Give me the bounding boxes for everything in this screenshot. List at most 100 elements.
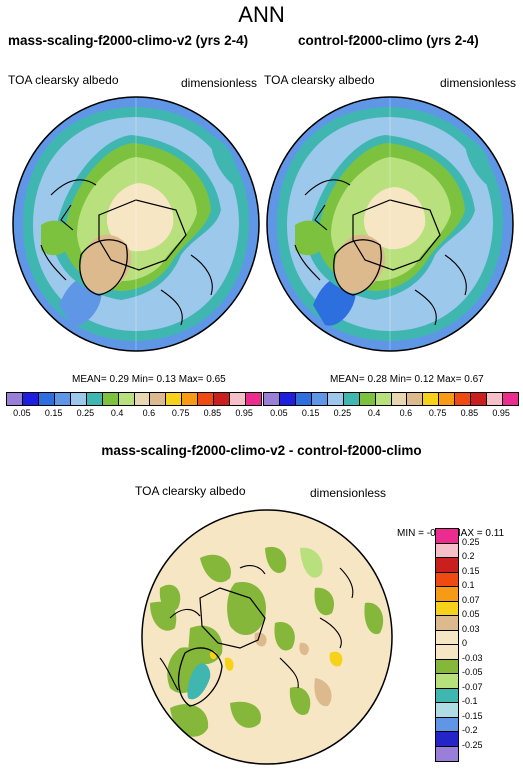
diff-colorbar-tick-label: -0.25 [462, 739, 483, 750]
colorbar-swatch [375, 393, 392, 405]
diff-polar-map [141, 509, 393, 765]
diff-colorbar-tick-label: -0.03 [462, 652, 483, 663]
diff-colorbar-swatch [436, 529, 458, 544]
diff-max-value: 0.11 [485, 528, 505, 539]
diff-colorbar-swatch [436, 732, 458, 747]
right-polar-map [266, 96, 514, 352]
left-mean-label: MEAN= [72, 374, 107, 385]
diff-colorbar-swatch [436, 543, 458, 558]
diff-colorbar-labels: 0.25 0.2 0.15 0.1 0.07 0.05 0.03 0 -0.03 -0.05 -0.… [462, 528, 512, 763]
colorbar-tick-label: 0.15 [44, 408, 63, 418]
left-min-label: Min= [131, 374, 154, 385]
diff-colorbar-tick-label: 0.25 [462, 536, 480, 547]
colorbar-swatch [455, 393, 472, 405]
diff-colorbar-swatch [436, 616, 458, 631]
diff-colorbar-swatch [436, 659, 458, 674]
colorbar-tick-label: 0.85 [460, 408, 479, 418]
diff-colorbar-tick-label: 0.07 [462, 594, 480, 605]
diff-colorbar [435, 528, 459, 762]
diff-colorbar-swatch [436, 572, 458, 587]
colorbar-swatch [86, 393, 103, 405]
diff-colorbar-swatch [436, 703, 458, 718]
diff-colorbar-swatch [436, 746, 458, 761]
diff-min-label: MIN = [397, 528, 424, 539]
left-variable-label: TOA clearsky albedo [8, 73, 119, 87]
diff-colorbar-swatch [436, 601, 458, 616]
colorbar-swatch [487, 393, 504, 405]
right-colorbar-labels: 0.05 0.15 0.25 0.4 0.6 0.75 0.85 0.95 [263, 408, 517, 420]
colorbar-swatch [407, 393, 424, 405]
colorbar-tick-label: 0.15 [301, 408, 320, 418]
colorbar-tick-label: 0.25 [333, 408, 352, 418]
colorbar-tick-label: 0.95 [235, 408, 253, 418]
colorbar-swatch [423, 393, 440, 405]
right-min-label: Min= [389, 374, 412, 385]
right-min-value: 0.12 [414, 374, 434, 385]
colorbar-swatch [182, 393, 199, 405]
diff-colorbar-swatch [436, 587, 458, 602]
diff-panel-title: mass-scaling-f2000-climo-v2 - control-f2… [101, 443, 422, 458]
right-mean-label: MEAN= [330, 374, 365, 385]
colorbar-tick-label: 0.05 [270, 408, 288, 418]
colorbar-swatch [54, 393, 71, 405]
colorbar-tick-label: 0.75 [428, 408, 447, 418]
diff-units-label: dimensionless [310, 486, 387, 500]
colorbar-swatch [198, 393, 215, 405]
left-colorbar-labels: 0.05 0.15 0.25 0.4 0.6 0.75 0.85 0.95 [6, 408, 260, 420]
diff-colorbar-swatch [436, 688, 458, 703]
diff-max-label: MAX = [452, 528, 483, 539]
colorbar-swatch [118, 393, 135, 405]
colorbar-swatch [150, 393, 167, 405]
right-panel-title: control-f2000-climo (yrs 2-4) [298, 33, 479, 48]
colorbar-swatch [38, 393, 55, 405]
right-variable-label: TOA clearsky albedo [264, 73, 375, 87]
colorbar-tick-label: 0.4 [110, 408, 124, 418]
left-stats: MEAN= 0.29 Min= 0.13 Max= 0.65 [72, 374, 226, 385]
diff-colorbar-swatch [436, 630, 458, 645]
diff-colorbar-tick-label: 0.2 [462, 551, 475, 561]
diff-variable-label: TOA clearsky albedo [135, 484, 246, 498]
colorbar-tick-label: 0.6 [399, 408, 413, 418]
colorbar-swatch [102, 393, 119, 405]
diff-colorbar-tick-label: 0 [462, 638, 468, 648]
diff-colorbar-swatch [436, 645, 458, 660]
colorbar-swatch [471, 393, 488, 405]
diff-colorbar-swatch [436, 674, 458, 689]
diff-colorbar-tick-label: 0.05 [462, 609, 480, 619]
right-stats: MEAN= 0.28 Min= 0.12 Max= 0.67 [330, 374, 484, 385]
colorbar-swatch [7, 393, 23, 405]
colorbar-tick-label: 0.85 [203, 408, 222, 418]
colorbar-swatch [359, 393, 376, 405]
left-polar-map [12, 96, 260, 352]
colorbar-swatch [166, 393, 183, 405]
diff-colorbar-tick-label: -0.15 [462, 710, 483, 721]
colorbar-swatch [295, 393, 312, 405]
main-title: ANN [238, 2, 285, 27]
left-max-label: Max= [178, 374, 204, 385]
left-mean-value: 0.29 [109, 374, 129, 385]
right-mean-value: 0.28 [367, 374, 387, 385]
diff-colorbar-tick-label: -0.05 [462, 667, 483, 677]
left-panel-title: mass-scaling-f2000-climo-v2 (yrs 2-4) [8, 33, 249, 48]
left-max-value: 0.65 [206, 374, 226, 385]
colorbar-tick-label: 0.75 [171, 408, 190, 418]
colorbar-tick-label: 0.95 [492, 408, 510, 418]
diff-colorbar-tick-label: -0.07 [462, 681, 483, 692]
left-units-label: dimensionless [181, 76, 258, 90]
diff-colorbar-tick-label: 0.03 [462, 623, 480, 634]
right-colorbar [263, 392, 519, 406]
diff-colorbar-tick-label: 0.1 [462, 580, 475, 590]
right-max-label: Max= [436, 374, 462, 385]
colorbar-tick-label: 0.25 [76, 408, 95, 418]
colorbar-tick-label: 0.4 [367, 408, 381, 418]
colorbar-swatch [22, 393, 39, 405]
colorbar-swatch [279, 393, 296, 405]
diff-colorbar-tick-label: -0.1 [462, 696, 478, 706]
left-colorbar [6, 392, 262, 406]
colorbar-swatch [327, 393, 344, 405]
colorbar-swatch [70, 393, 87, 405]
colorbar-tick-label: 0.05 [13, 408, 31, 418]
left-min-value: 0.13 [156, 374, 176, 385]
right-units-label: dimensionless [440, 76, 517, 90]
colorbar-swatch [311, 393, 328, 405]
